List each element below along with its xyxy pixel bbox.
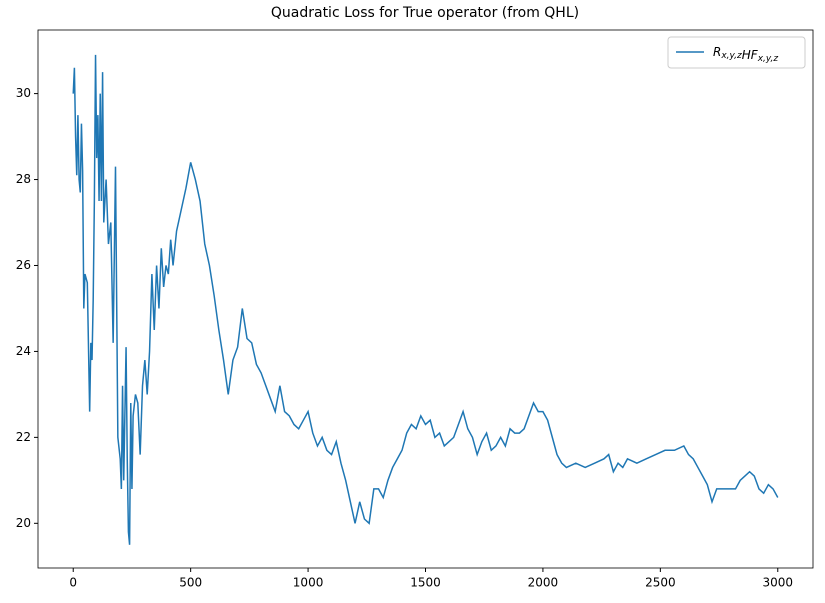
y-tick-label: 22 — [16, 430, 31, 444]
legend-text: HF — [742, 48, 759, 62]
x-tick-label: 2500 — [645, 576, 676, 590]
y-tick-label: 24 — [16, 344, 31, 358]
data-line — [72, 54, 779, 545]
legend-box — [667, 36, 806, 69]
x-tick-label: 2000 — [528, 576, 559, 590]
chart-title: Quadratic Loss for True operator (from Q… — [271, 5, 579, 21]
x-tick-label: 1000 — [293, 576, 324, 590]
y-tick-label: 26 — [16, 258, 31, 272]
x-tick-label: 0 — [69, 576, 77, 590]
axes-frame — [37, 29, 814, 569]
x-tick-label: 500 — [179, 576, 202, 590]
legend-subscript: x,y,z — [757, 54, 779, 64]
y-tick-label: 20 — [16, 516, 31, 530]
y-tick-label: 30 — [16, 86, 31, 100]
legend-label: Rx,y,zHFx,y,z — [713, 45, 778, 64]
x-tick-label: 1500 — [410, 576, 441, 590]
legend-subscript: x,y,z — [720, 51, 742, 61]
x-tick-label: 3000 — [762, 576, 793, 590]
legend-text: R — [713, 45, 721, 59]
y-tick-label: 28 — [16, 172, 31, 186]
